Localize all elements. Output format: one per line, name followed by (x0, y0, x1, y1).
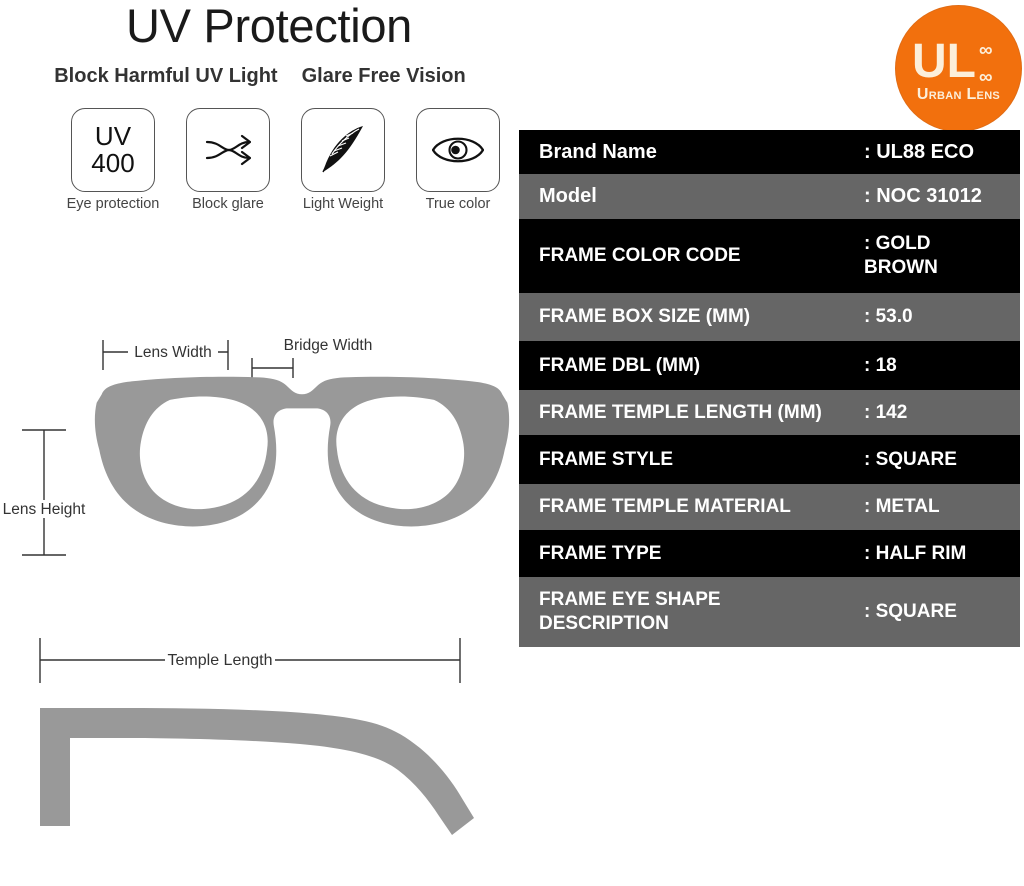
svg-text:Bridge Width: Bridge Width (284, 337, 373, 354)
svg-text:Temple Length: Temple Length (168, 652, 273, 669)
svg-text:Lens Height: Lens Height (3, 501, 86, 518)
svg-text:Lens Width: Lens Width (134, 344, 212, 361)
